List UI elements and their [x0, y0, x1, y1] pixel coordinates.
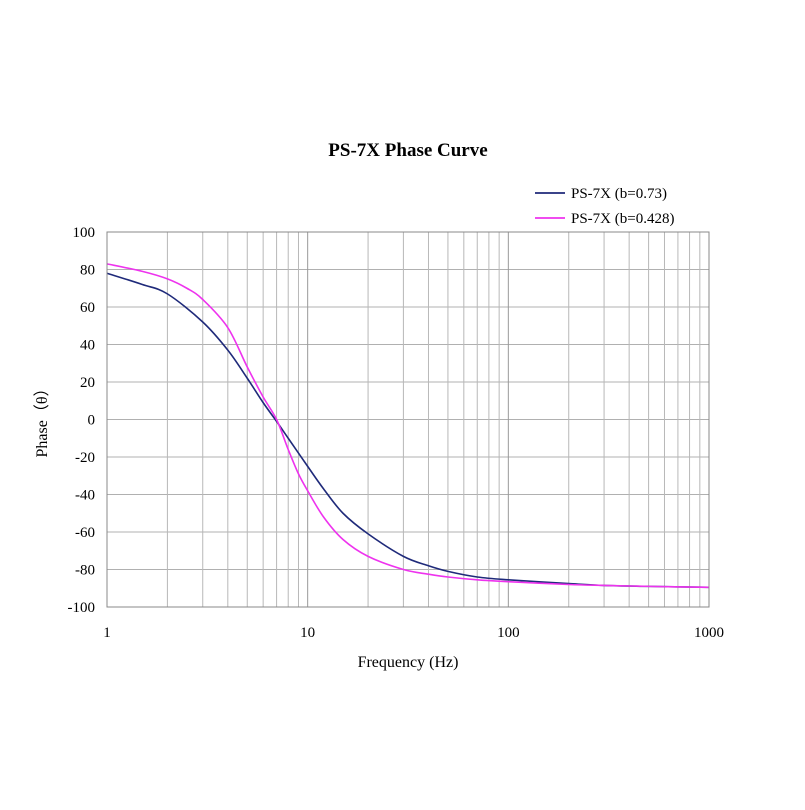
- series-layer: [106, 263, 710, 589]
- chart-title: PS-7X Phase Curve: [328, 140, 487, 161]
- y-tick-label: 100: [73, 225, 96, 241]
- y-tick-label: -40: [75, 488, 95, 504]
- y-tick-label: 80: [80, 263, 95, 279]
- x-tick-label: 100: [497, 625, 520, 641]
- x-tick-label: 1: [103, 625, 111, 641]
- legend-label-2: PS-7X (b=0.428): [571, 211, 674, 227]
- y-tick-label: 40: [80, 338, 95, 354]
- x-tick-label: 1000: [694, 625, 724, 641]
- grid: [106, 231, 709, 608]
- legend-label-1: PS-7X (b=0.73): [571, 186, 667, 202]
- plot-frame: [106, 231, 710, 608]
- y-tick-label: -80: [75, 563, 95, 579]
- legend: PS-7X (b=0.73) PS-7X (b=0.428): [535, 186, 674, 227]
- series-line-2: [106, 263, 710, 589]
- y-tick-label: -60: [75, 525, 95, 541]
- y-tick-label: 0: [88, 413, 96, 429]
- y-tick-label: 60: [80, 300, 95, 316]
- x-axis-label: Frequency (Hz): [358, 654, 459, 671]
- tick-labels: 100 80 60 40 20 0 -20 -40 -60 -80 -100 1 10 100 1000: [68, 225, 725, 641]
- y-tick-label: 20: [80, 375, 95, 391]
- y-axis-label: Phase（θ）: [33, 381, 51, 458]
- series-line-1: [106, 272, 710, 589]
- y-tick-label: -20: [75, 450, 95, 466]
- x-tick-label: 10: [300, 625, 315, 641]
- y-tick-label: -100: [68, 600, 96, 616]
